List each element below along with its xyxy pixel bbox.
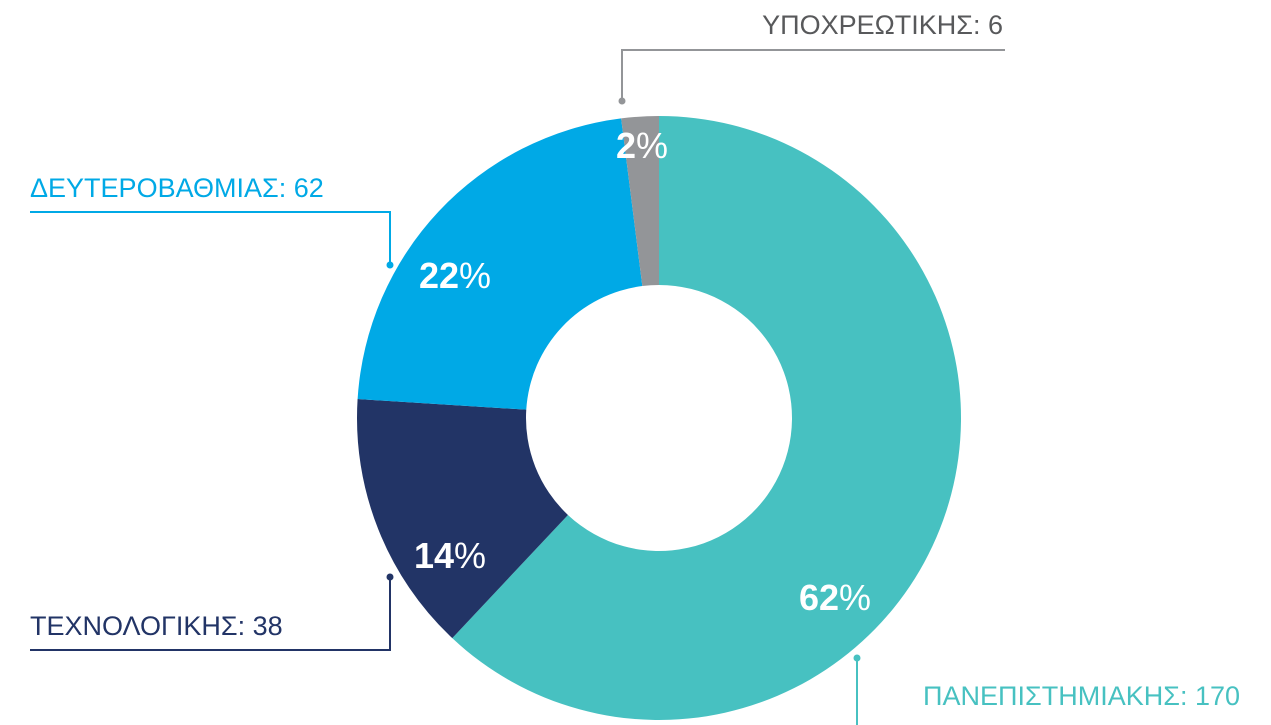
leader-dot — [386, 573, 394, 581]
category-label: ΥΠΟΧΡΕΩΤΙΚΗΣ: 6 — [762, 10, 1003, 40]
leader-line — [30, 577, 391, 651]
leader-dot — [853, 654, 861, 662]
category-label: ΤΕΧΝΟΛΟΓΙΚΗΣ: 38 — [30, 611, 283, 641]
donut-segment — [452, 116, 961, 720]
value-label: 14% — [414, 535, 486, 576]
donut-segment — [357, 118, 643, 410]
leader-line — [621, 49, 1005, 101]
value-label: 2% — [616, 125, 668, 166]
leader-line — [30, 211, 391, 265]
donut-segment — [621, 116, 659, 287]
leader-dot — [386, 261, 394, 269]
category-label: ΔΕΥΤΕΡΟΒΑΘΜΙΑΣ: 62 — [30, 173, 324, 203]
value-label: 62% — [799, 577, 871, 618]
leader-dot — [618, 97, 626, 105]
category-label: ΠΑΝΕΠΙΣΤΗΜΙΑΚΗΣ: 170 — [923, 681, 1240, 711]
donut-segment — [356, 399, 568, 639]
value-label: 22% — [419, 255, 491, 296]
